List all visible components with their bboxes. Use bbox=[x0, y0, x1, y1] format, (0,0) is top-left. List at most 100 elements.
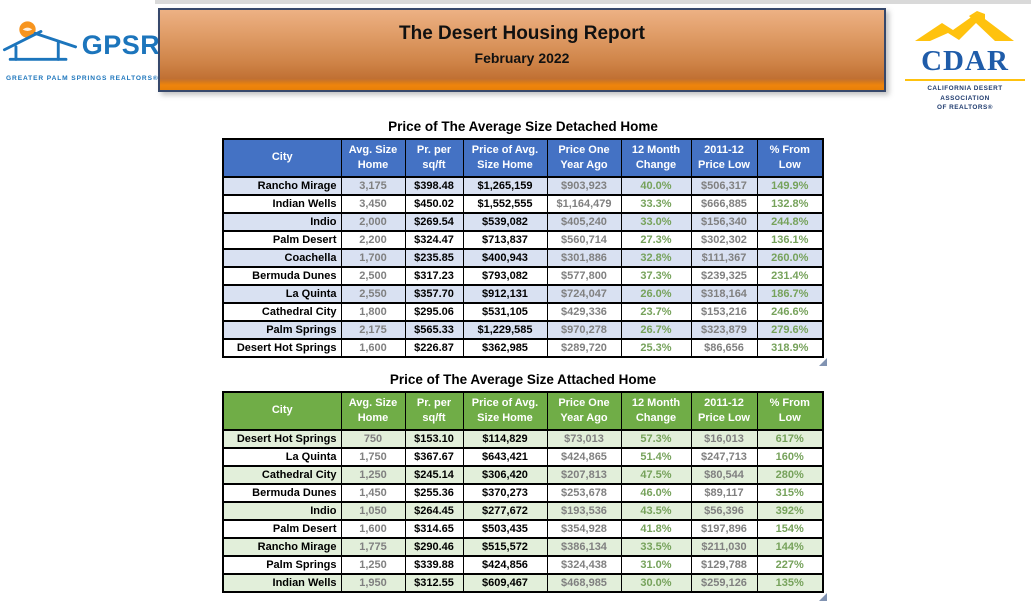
cell-change_12mo: 26.7% bbox=[620, 319, 692, 340]
attached-home-section: Price of The Average Size Attached Home … bbox=[222, 372, 827, 601]
cell-price_avg: $362,985 bbox=[462, 337, 548, 358]
cell-avg_size: 750 bbox=[340, 428, 406, 449]
table-row: Indio 1,050 $264.45 $277,672 $193,536 43.5% $5… bbox=[222, 500, 824, 521]
table-row: Rancho Mirage 3,175 $398.48 $1,265,159 $903,… bbox=[222, 175, 824, 196]
cell-change_12mo: 47.5% bbox=[620, 464, 692, 485]
cell-avg_size: 2,550 bbox=[340, 283, 406, 304]
cell-avg_size: 1,600 bbox=[340, 518, 406, 539]
table-row: Palm Springs 1,250 $339.88 $424,856 $324,438… bbox=[222, 554, 824, 575]
cell-price_year_ago: $560,714 bbox=[546, 229, 622, 250]
cell-change_12mo: 37.3% bbox=[620, 265, 692, 286]
cell-pct_from_low: 160% bbox=[756, 446, 824, 467]
cell-avg_size: 1,800 bbox=[340, 301, 406, 322]
cell-pr_per_sqft: $312.55 bbox=[404, 572, 464, 593]
cell-price_low: $156,340 bbox=[690, 211, 758, 232]
column-header-price_low: 2011-12 Price Low bbox=[690, 391, 758, 431]
cell-pr_per_sqft: $367.67 bbox=[404, 446, 464, 467]
table-row: Palm Desert 2,200 $324.47 $713,837 $560,714 2… bbox=[222, 229, 824, 250]
report-banner: The Desert Housing Report February 2022 bbox=[158, 8, 886, 92]
cell-pct_from_low: 392% bbox=[756, 500, 824, 521]
column-header-avg_size: Avg. Size Home bbox=[340, 138, 406, 178]
cell-price_year_ago: $405,240 bbox=[546, 211, 622, 232]
detached-home-table: City Avg. Size Home Pr. per sq/ft Price of Av… bbox=[222, 138, 824, 358]
cell-city: Desert Hot Springs bbox=[222, 337, 342, 358]
cell-avg_size: 1,250 bbox=[340, 464, 406, 485]
attached-table-title: Price of The Average Size Attached Home bbox=[389, 372, 657, 387]
cell-pr_per_sqft: $235.85 bbox=[404, 247, 464, 268]
cell-price_low: $259,126 bbox=[690, 572, 758, 593]
cell-pr_per_sqft: $324.47 bbox=[404, 229, 464, 250]
cell-price_avg: $1,229,585 bbox=[462, 319, 548, 340]
cell-price_avg: $643,421 bbox=[462, 446, 548, 467]
cell-price_avg: $503,435 bbox=[462, 518, 548, 539]
cell-avg_size: 2,200 bbox=[340, 229, 406, 250]
cell-pct_from_low: 617% bbox=[756, 428, 824, 449]
cell-price_year_ago: $903,923 bbox=[546, 175, 622, 196]
cell-price_low: $302,302 bbox=[690, 229, 758, 250]
cell-price_low: $239,325 bbox=[690, 265, 758, 286]
table-row: Desert Hot Springs 750 $153.10 $114,829 $73,… bbox=[222, 428, 824, 449]
column-header-price_low: 2011-12 Price Low bbox=[690, 138, 758, 178]
column-header-price_year_ago: Price One Year Ago bbox=[546, 391, 622, 431]
cell-city: Palm Springs bbox=[222, 554, 342, 575]
cell-pct_from_low: 231.4% bbox=[756, 265, 824, 286]
cell-pr_per_sqft: $153.10 bbox=[404, 428, 464, 449]
cell-price_low: $247,713 bbox=[690, 446, 758, 467]
cell-pr_per_sqft: $269.54 bbox=[404, 211, 464, 232]
cell-pr_per_sqft: $290.46 bbox=[404, 536, 464, 557]
column-header-price_avg: Price of Avg. Size Home bbox=[462, 138, 548, 178]
cell-avg_size: 2,000 bbox=[340, 211, 406, 232]
table-row: Rancho Mirage 1,775 $290.46 $515,572 $386,13… bbox=[222, 536, 824, 557]
cell-price_low: $56,396 bbox=[690, 500, 758, 521]
column-header-pr_per_sqft: Pr. per sq/ft bbox=[404, 391, 464, 431]
column-header-change_12mo: 12 Month Change bbox=[620, 391, 692, 431]
window-top-edge bbox=[155, 0, 1031, 4]
cell-city: Indian Wells bbox=[222, 572, 342, 593]
cell-pr_per_sqft: $226.87 bbox=[404, 337, 464, 358]
cell-price_low: $111,367 bbox=[690, 247, 758, 268]
cell-pct_from_low: 318.9% bbox=[756, 337, 824, 358]
cell-avg_size: 2,175 bbox=[340, 319, 406, 340]
cell-price_avg: $713,837 bbox=[462, 229, 548, 250]
cell-city: Coachella bbox=[222, 247, 342, 268]
cell-change_12mo: 57.3% bbox=[620, 428, 692, 449]
cell-price_low: $197,896 bbox=[690, 518, 758, 539]
header-row: City Avg. Size Home Pr. per sq/ft Price of Av… bbox=[222, 138, 824, 178]
cell-change_12mo: 23.7% bbox=[620, 301, 692, 322]
detached-table-title: Price of The Average Size Detached Home bbox=[388, 119, 658, 134]
cell-pr_per_sqft: $339.88 bbox=[404, 554, 464, 575]
cell-pct_from_low: 280% bbox=[756, 464, 824, 485]
cell-avg_size: 1,450 bbox=[340, 482, 406, 503]
gpsr-acronym: GPSR bbox=[81, 30, 161, 60]
cell-change_12mo: 25.3% bbox=[620, 337, 692, 358]
cell-price_year_ago: $424,865 bbox=[546, 446, 622, 467]
cell-price_year_ago: $577,800 bbox=[546, 265, 622, 286]
cell-pct_from_low: 136.1% bbox=[756, 229, 824, 250]
table-row: Cathedral City 1,800 $295.06 $531,105 $429,3… bbox=[222, 301, 824, 322]
cell-price_avg: $424,856 bbox=[462, 554, 548, 575]
cell-pct_from_low: 186.7% bbox=[756, 283, 824, 304]
cell-price_year_ago: $468,985 bbox=[546, 572, 622, 593]
cell-city: La Quinta bbox=[222, 283, 342, 304]
cell-city: Indian Wells bbox=[222, 193, 342, 214]
cell-price_avg: $539,082 bbox=[462, 211, 548, 232]
table-row: Indian Wells 3,450 $450.02 $1,552,555 $1,164… bbox=[222, 193, 824, 214]
column-header-pct_from_low: % From Low bbox=[756, 138, 824, 178]
cell-price_low: $323,879 bbox=[690, 319, 758, 340]
cell-pct_from_low: 279.6% bbox=[756, 319, 824, 340]
cell-change_12mo: 46.0% bbox=[620, 482, 692, 503]
cell-avg_size: 2,500 bbox=[340, 265, 406, 286]
cell-change_12mo: 33.5% bbox=[620, 536, 692, 557]
cell-price_year_ago: $289,720 bbox=[546, 337, 622, 358]
cell-pct_from_low: 315% bbox=[756, 482, 824, 503]
cell-price_year_ago: $193,536 bbox=[546, 500, 622, 521]
cell-price_avg: $912,131 bbox=[462, 283, 548, 304]
cell-avg_size: 3,175 bbox=[340, 175, 406, 196]
report-title: The Desert Housing Report bbox=[399, 23, 645, 44]
cell-price_avg: $1,552,555 bbox=[462, 193, 548, 214]
cell-pct_from_low: 227% bbox=[756, 554, 824, 575]
gpsr-tagline: GREATER PALM SPRINGS REALTORS® bbox=[6, 75, 159, 82]
cell-change_12mo: 26.0% bbox=[620, 283, 692, 304]
cell-price_year_ago: $1,164,479 bbox=[546, 193, 622, 214]
cell-price_avg: $114,829 bbox=[462, 428, 548, 449]
